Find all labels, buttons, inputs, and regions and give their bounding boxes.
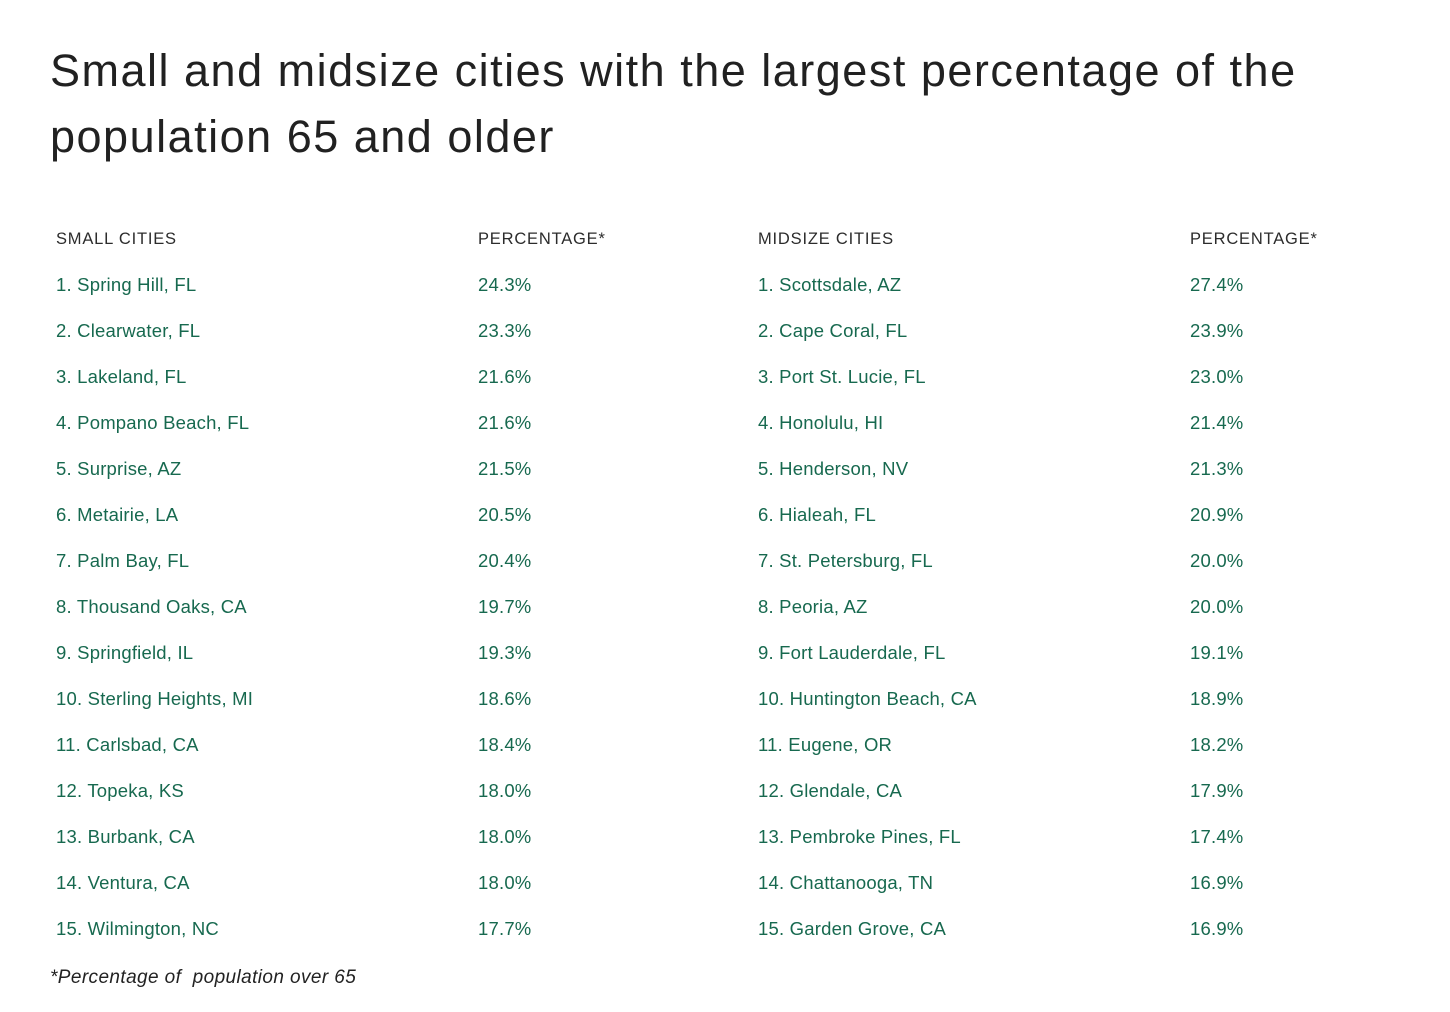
city-cell: 15. Wilmington, NC — [56, 918, 219, 940]
percentage-cell: 21.5% — [478, 458, 532, 480]
city-cell: 11. Eugene, OR — [758, 734, 893, 756]
percentage-cell: 19.3% — [478, 642, 532, 664]
city-cell: 12. Topeka, KS — [56, 780, 184, 802]
percentage-cell: 16.9% — [1190, 872, 1244, 894]
percentage-cell: 18.9% — [1190, 688, 1244, 710]
percentage-cell: 21.6% — [478, 366, 532, 388]
percentage-cell: 23.9% — [1190, 320, 1244, 342]
city-cell: 11. Carlsbad, CA — [56, 734, 199, 756]
midsize-cities-percentage-header: PERCENTAGE* — [1190, 229, 1318, 248]
percentage-cell: 18.0% — [478, 826, 532, 848]
midsize-cities-column-header: MIDSIZE CITIES — [758, 229, 894, 248]
city-cell: 8. Thousand Oaks, CA — [56, 596, 247, 618]
percentage-cell: 21.6% — [478, 412, 532, 434]
percentage-cell: 17.9% — [1190, 780, 1244, 802]
footnote: *Percentage of population over 65 — [50, 967, 357, 989]
percentage-cell: 23.3% — [478, 320, 532, 342]
city-cell: 13. Burbank, CA — [56, 826, 195, 848]
percentage-cell: 18.0% — [478, 872, 532, 894]
city-cell: 1. Spring Hill, FL — [56, 274, 197, 296]
city-cell: 2. Clearwater, FL — [56, 320, 201, 342]
percentage-cell: 20.4% — [478, 550, 532, 572]
city-cell: 6. Metairie, LA — [56, 504, 179, 526]
percentage-cell: 20.9% — [1190, 504, 1244, 526]
percentage-cell: 24.3% — [478, 274, 532, 296]
percentage-cell: 20.0% — [1190, 596, 1244, 618]
city-cell: 6. Hialeah, FL — [758, 504, 876, 526]
city-cell: 7. St. Petersburg, FL — [758, 550, 933, 572]
city-cell: 2. Cape Coral, FL — [758, 320, 908, 342]
small-cities-column-header: SMALL CITIES — [56, 229, 177, 248]
city-cell: 8. Peoria, AZ — [758, 596, 868, 618]
city-cell: 5. Surprise, AZ — [56, 458, 182, 480]
cities-table: SMALL CITIES PERCENTAGE* MIDSIZE CITIES … — [56, 216, 1410, 952]
city-cell: 3. Port St. Lucie, FL — [758, 366, 926, 388]
percentage-cell: 17.7% — [478, 918, 532, 940]
percentage-cell: 18.2% — [1190, 734, 1244, 756]
percentage-cell: 17.4% — [1190, 826, 1244, 848]
city-cell: 9. Fort Lauderdale, FL — [758, 642, 946, 664]
percentage-cell: 18.6% — [478, 688, 532, 710]
percentage-cell: 27.4% — [1190, 274, 1244, 296]
city-cell: 14. Ventura, CA — [56, 872, 190, 894]
small-cities-percentage-header: PERCENTAGE* — [478, 229, 606, 248]
percentage-cell: 20.5% — [478, 504, 532, 526]
page-title: Small and midsize cities with the larges… — [50, 45, 1297, 163]
percentage-cell: 21.3% — [1190, 458, 1244, 480]
city-cell: 10. Huntington Beach, CA — [758, 688, 977, 710]
city-cell: 4. Pompano Beach, FL — [56, 412, 250, 434]
city-cell: 3. Lakeland, FL — [56, 366, 187, 388]
percentage-cell: 19.1% — [1190, 642, 1244, 664]
percentage-cell: 20.0% — [1190, 550, 1244, 572]
city-cell: 7. Palm Bay, FL — [56, 550, 190, 572]
percentage-cell: 18.0% — [478, 780, 532, 802]
city-cell: 10. Sterling Heights, MI — [56, 688, 254, 710]
city-cell: 4. Honolulu, HI — [758, 412, 884, 434]
city-cell: 12. Glendale, CA — [758, 780, 903, 802]
city-cell: 15. Garden Grove, CA — [758, 918, 947, 940]
percentage-cell: 19.7% — [478, 596, 532, 618]
city-cell: 13. Pembroke Pines, FL — [758, 826, 961, 848]
percentage-cell: 18.4% — [478, 734, 532, 756]
city-cell: 1. Scottsdale, AZ — [758, 274, 902, 296]
city-cell: 5. Henderson, NV — [758, 458, 909, 480]
percentage-cell: 23.0% — [1190, 366, 1244, 388]
percentage-cell: 21.4% — [1190, 412, 1244, 434]
percentage-cell: 16.9% — [1190, 918, 1244, 940]
city-cell: 9. Springfield, IL — [56, 642, 194, 664]
city-cell: 14. Chattanooga, TN — [758, 872, 934, 894]
